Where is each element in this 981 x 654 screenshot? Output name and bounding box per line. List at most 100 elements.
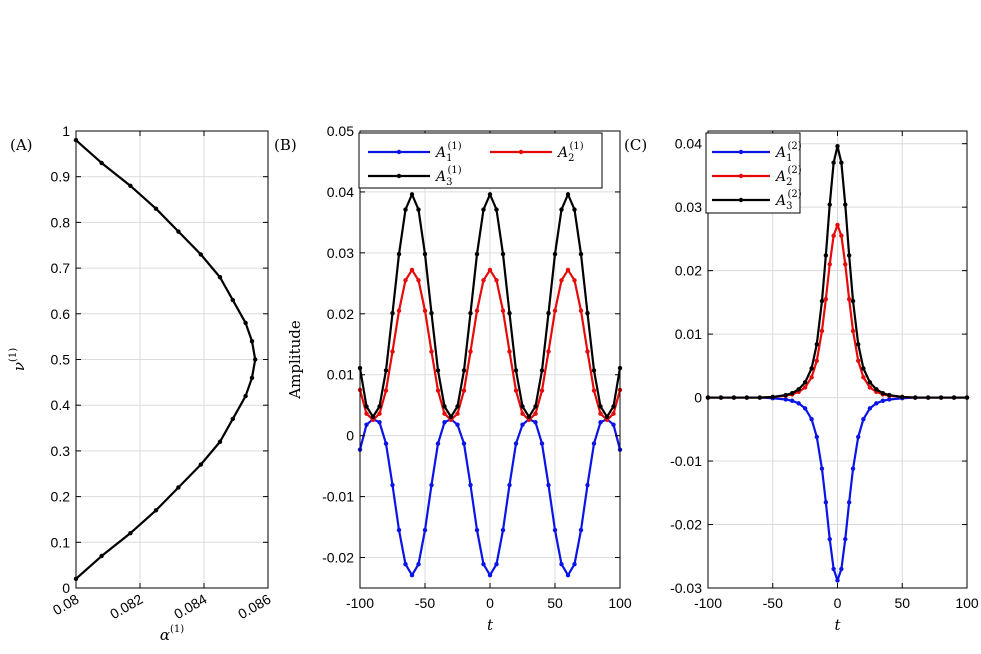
data-point (442, 420, 447, 425)
data-point (99, 160, 104, 166)
data-point (827, 202, 832, 207)
data-point (243, 393, 248, 399)
data-point (390, 349, 395, 354)
data-point (461, 388, 467, 393)
y-tick-label: 0.02 (327, 306, 354, 322)
data-point (520, 404, 525, 409)
legend-entry: A1(1) (434, 141, 462, 164)
data-point (198, 252, 203, 257)
data-point (409, 573, 415, 578)
data-point (396, 527, 402, 533)
data-point (611, 422, 616, 427)
data-point (403, 562, 408, 567)
data-point (874, 387, 879, 392)
data-point (468, 310, 473, 316)
data-point (861, 416, 866, 422)
data-point (913, 395, 918, 400)
data-point (500, 308, 506, 313)
data-point (827, 536, 832, 542)
y-tick-label: 0.2 (51, 489, 71, 505)
data-point (494, 278, 499, 283)
y-tick-label: 0 (346, 428, 354, 444)
data-point (422, 251, 428, 257)
data-point (416, 562, 421, 567)
data-point (598, 420, 603, 425)
data-point (802, 406, 808, 411)
data-point (243, 320, 248, 326)
data-point (513, 441, 519, 446)
data-point (789, 398, 795, 403)
data-point (731, 395, 737, 400)
y-tick-label: -0.03 (670, 580, 702, 596)
data-point (494, 562, 499, 567)
data-point (578, 527, 584, 533)
data-point (217, 275, 223, 280)
data-point (900, 394, 905, 400)
y-tick-label: 0.1 (51, 534, 71, 550)
data-point (843, 262, 848, 267)
data-point (448, 414, 454, 419)
legend-marker (518, 149, 524, 155)
data-point (572, 278, 577, 283)
data-point (819, 466, 825, 471)
y-tick-label: 1 (62, 123, 70, 139)
data-point (565, 573, 571, 578)
data-point (481, 207, 486, 212)
data-point (846, 500, 852, 505)
data-point (396, 308, 402, 313)
data-point (370, 414, 376, 419)
data-point (938, 395, 944, 400)
x-tick-label: 100 (608, 595, 632, 611)
data-point (856, 434, 861, 440)
data-point (217, 439, 223, 444)
data-point (442, 411, 447, 416)
data-point (474, 251, 480, 257)
data-point (520, 422, 525, 427)
data-point (390, 310, 395, 316)
data-point (598, 404, 603, 409)
data-point (565, 192, 571, 197)
data-point (448, 417, 454, 423)
data-point (880, 390, 886, 396)
data-point (819, 298, 825, 304)
data-point (507, 310, 512, 316)
data-point (846, 253, 852, 258)
data-point (565, 267, 571, 273)
y-tick-label: 0.9 (51, 169, 71, 185)
data-point (422, 308, 428, 313)
legend-marker (396, 149, 402, 155)
panel-label: (C) (624, 136, 647, 154)
data-point (827, 262, 832, 267)
y-axis-label: ν(1) (8, 348, 28, 371)
data-point (831, 566, 836, 572)
data-point (455, 411, 460, 416)
data-point (552, 527, 558, 533)
legend-entry: A1(2) (774, 141, 802, 164)
data-point (442, 404, 447, 409)
data-point (507, 349, 512, 354)
legend-marker (738, 149, 744, 155)
data-point (176, 229, 181, 234)
y-tick-label: -0.02 (670, 517, 702, 533)
data-point (513, 388, 519, 393)
x-tick-label: 0 (486, 595, 494, 611)
data-point (487, 573, 493, 578)
data-point (770, 394, 775, 400)
data-point (99, 553, 104, 559)
data-point (474, 308, 480, 313)
data-point (390, 482, 395, 488)
data-point (823, 253, 829, 258)
data-point (718, 395, 724, 400)
x-tick-label: 0.082 (107, 591, 146, 622)
x-tick-label: -100 (694, 595, 722, 611)
data-point (835, 144, 840, 149)
x-tick-label: -100 (346, 595, 374, 611)
data-point (861, 366, 866, 371)
data-point (461, 368, 467, 373)
data-point (474, 527, 480, 533)
data-point (383, 441, 389, 446)
data-point (850, 298, 856, 304)
data-point (198, 462, 203, 467)
data-point (867, 385, 873, 390)
data-point (887, 397, 892, 402)
